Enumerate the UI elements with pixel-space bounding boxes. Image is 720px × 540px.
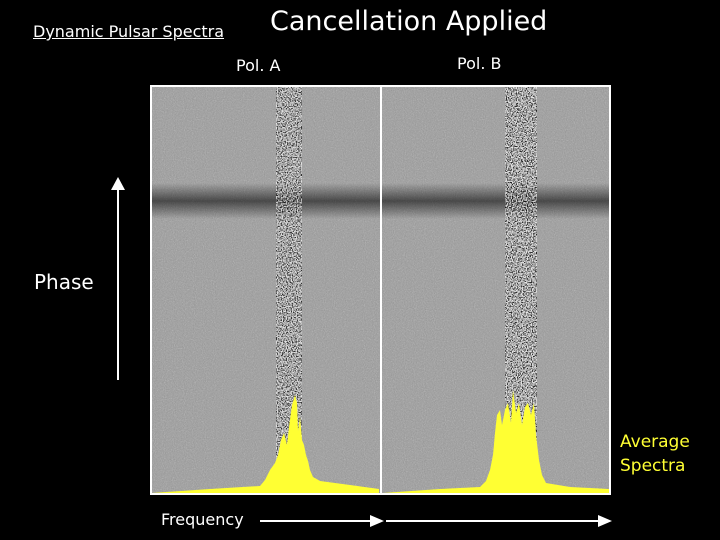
average-spectra-label-line2: Spectra	[620, 456, 686, 476]
phase-arrow-icon	[111, 177, 125, 380]
x-axis-label: Frequency	[161, 510, 244, 529]
average-spectra-label-line1: Average	[620, 432, 690, 452]
dynamic-spectra-panel	[150, 85, 611, 495]
panel-label-pol-a: Pol. A	[236, 56, 281, 75]
average-spectrum-pol-b	[383, 390, 609, 495]
spectra-image	[150, 85, 611, 495]
average-spectra-label: Average Spectra	[620, 430, 690, 478]
y-axis-label: Phase	[34, 270, 94, 294]
panel-label-pol-b: Pol. B	[457, 54, 502, 73]
page-subtitle: Dynamic Pulsar Spectra	[33, 22, 225, 41]
frequency-arrow-left-icon	[260, 515, 384, 527]
page-title: Cancellation Applied	[270, 6, 548, 37]
frequency-arrow-right-icon	[386, 515, 612, 527]
